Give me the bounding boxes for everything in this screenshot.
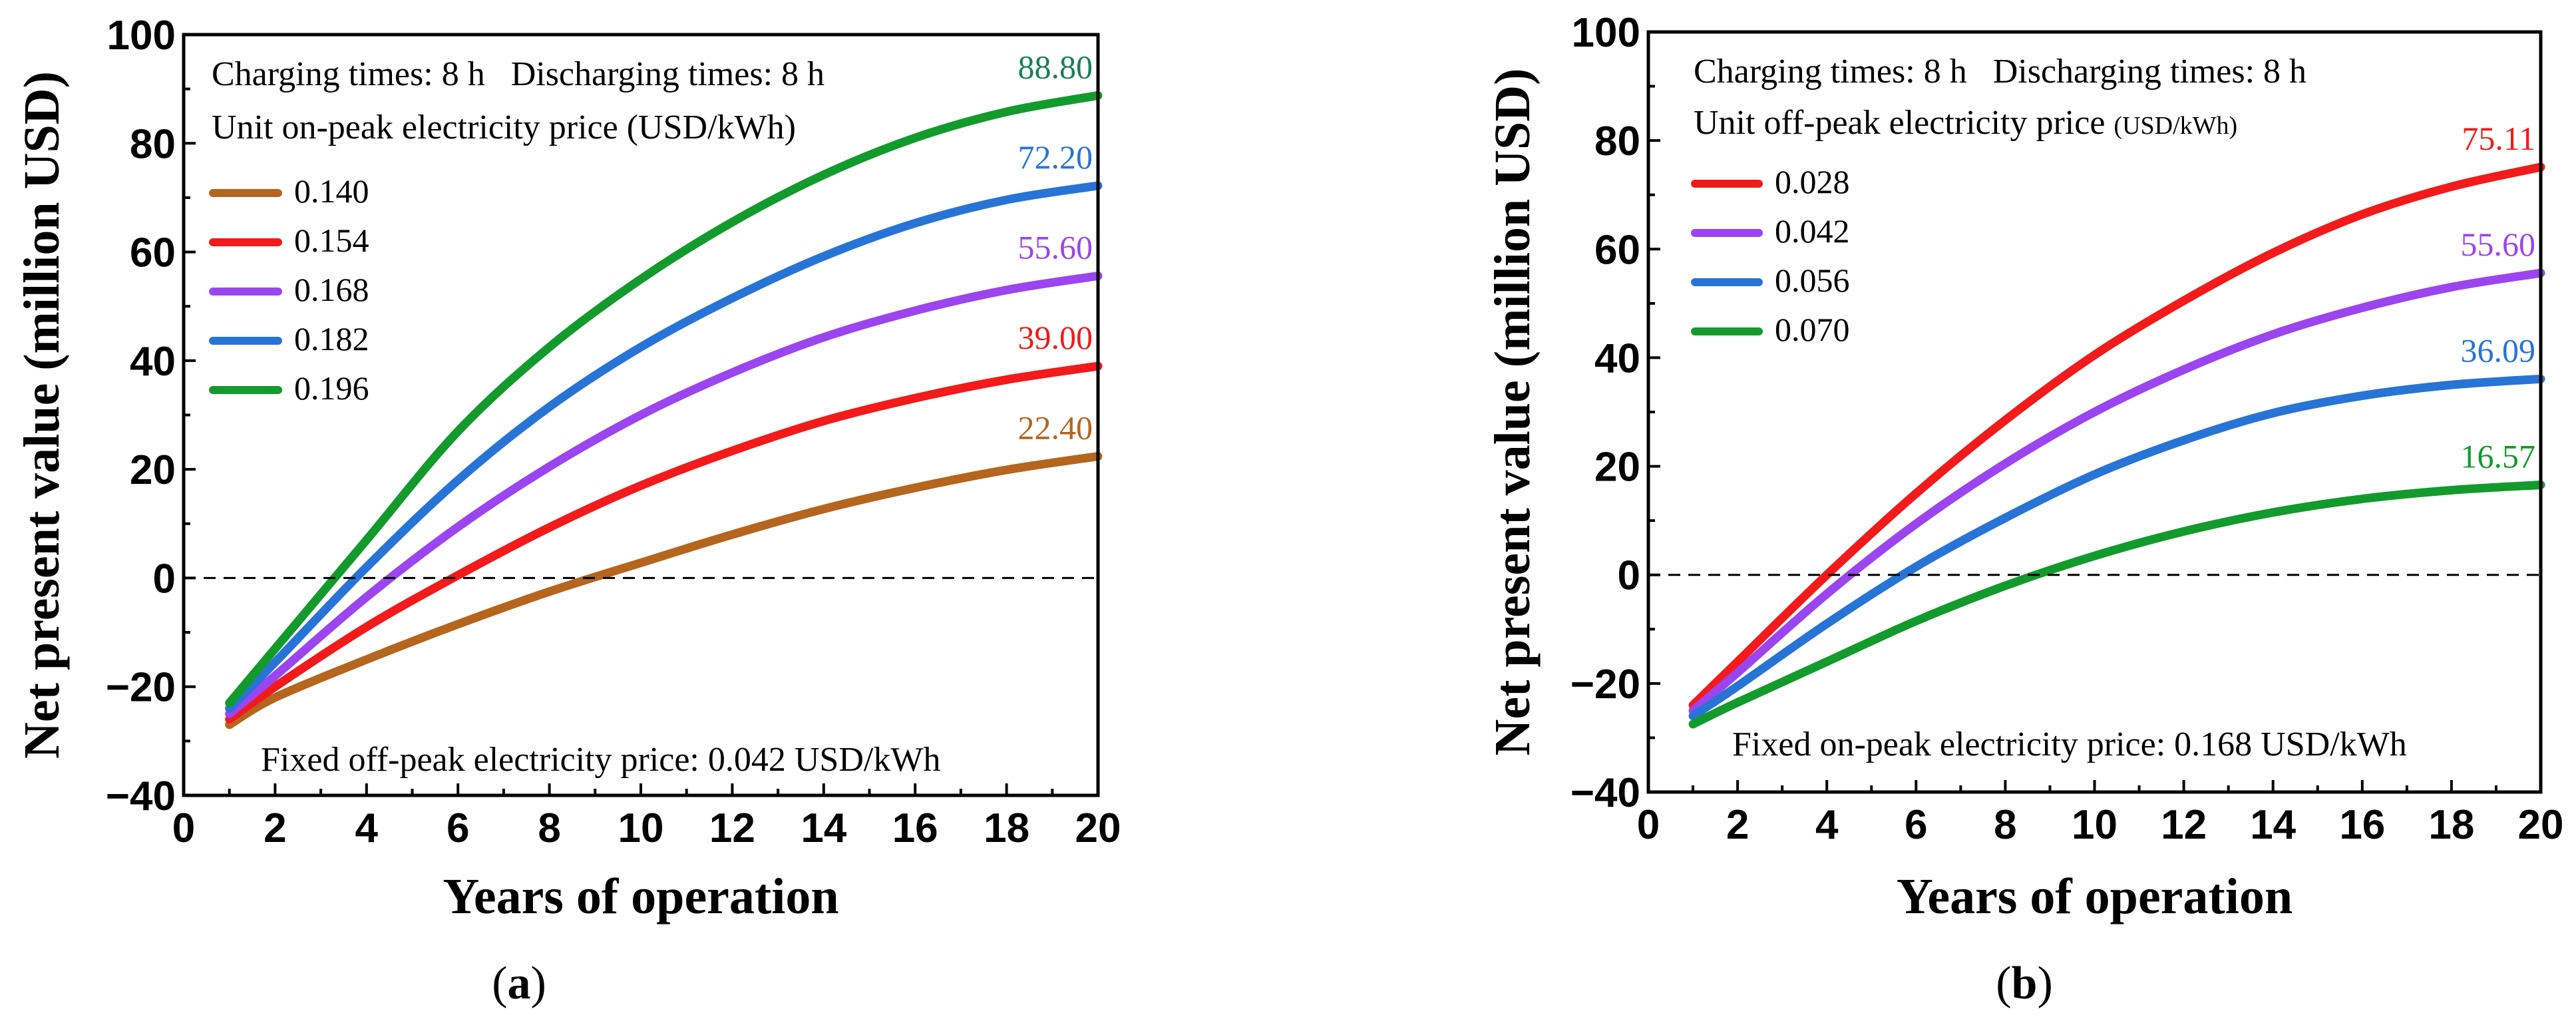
x-tick-label: 14: [801, 805, 846, 851]
x-ticks-b: 0 2 4 6 8 10 12 14 16 18 20: [1637, 780, 2564, 848]
annotation-charging-a: Charging times: 8 h Discharging times: 8…: [212, 55, 825, 93]
legend-label-0.070: 0.070: [1775, 311, 1850, 348]
y-ticks-a: −40 −20 0 20 40 60 80 100: [106, 13, 196, 819]
panel-b: 0 2 4 6 8 10 12 14 16 18 20 −40 −20 0 20 40 60 80 100 Cha…: [1485, 10, 2563, 1009]
series-line-0.154: [225, 361, 1103, 724]
panel-label-letter-a: a: [508, 958, 531, 1009]
end-labels-a: 22.40 39.00 55.60 72.20 88.80: [1018, 48, 1093, 446]
legend-title-main-b: Unit off-peak electricity price: [1694, 104, 2114, 142]
annotation-fixed-price-b: Fixed on-peak electricity price: 0.168 U…: [1732, 725, 2407, 763]
series-line-0.140: [225, 452, 1103, 729]
end-label-0.042: 55.60: [2461, 226, 2536, 263]
legend-a: 0.140 0.154 0.168 0.182 0.196: [209, 172, 369, 407]
end-label-0.070: 16.57: [2461, 438, 2536, 475]
end-labels-b: 75.11 55.60 36.09 16.57: [2461, 120, 2536, 475]
x-ticks-a: 0 2 4 6 8 10 12 14 16 18 20: [172, 783, 1121, 851]
y-tick-label: 80: [130, 121, 176, 167]
x-tick-label: 20: [2518, 802, 2564, 848]
series-group-b: [1688, 162, 2545, 729]
panel-label-b: (b): [1996, 958, 2053, 1009]
x-tick-label: 0: [1637, 802, 1660, 848]
y-axis-title-b: Net present value (million USD): [1485, 69, 1541, 756]
legend-label-0.182: 0.182: [294, 320, 369, 357]
x-tick-label: 8: [538, 805, 560, 851]
y-tick-label: 100: [1572, 10, 1640, 56]
panel-label-a: (a): [492, 958, 546, 1009]
y-tick-label: 20: [130, 447, 176, 493]
end-label-0.154: 39.00: [1018, 319, 1093, 356]
series-line-0.182: [225, 181, 1103, 713]
legend-label-0.056: 0.056: [1775, 262, 1850, 299]
y-tick-label: −20: [1570, 662, 1640, 708]
series-line-0.028: [1688, 162, 2545, 710]
x-tick-label: 12: [2161, 802, 2207, 848]
x-tick-label: 2: [264, 805, 286, 851]
x-axis-title-a: Years of operation: [443, 869, 838, 924]
x-tick-label: 14: [2250, 802, 2296, 848]
y-tick-label: 60: [1594, 227, 1640, 273]
legend-title-a: Unit on-peak electricity price (USD/kWh): [212, 108, 796, 146]
y-axis-title-a: Net present value (million USD): [14, 71, 70, 759]
x-tick-label: 10: [2072, 802, 2117, 848]
y-tick-label: 0: [153, 556, 176, 602]
y-ticks-b: −40 −20 0 20 40 60 80 100: [1570, 10, 1660, 816]
end-label-0.182: 72.20: [1018, 138, 1093, 176]
series-line-0.196: [225, 91, 1103, 708]
series-line-0.070: [1688, 481, 2545, 729]
end-label-0.056: 36.09: [2461, 331, 2536, 369]
x-tick-label: 4: [1815, 802, 1839, 848]
end-label-0.168: 55.60: [1018, 228, 1093, 266]
panel-label-letter-b: b: [2012, 958, 2038, 1009]
series-line-0.042: [1688, 268, 2545, 715]
x-tick-label: 16: [892, 805, 938, 851]
x-tick-label: 18: [2428, 802, 2474, 848]
series-group-a: [225, 91, 1103, 729]
y-tick-label: −40: [1570, 770, 1640, 816]
legend-title-main-a: Unit on-peak electricity price: [212, 108, 627, 146]
x-tick-label: 6: [1905, 802, 1927, 848]
legend-title-unit-b: (USD/kWh): [2114, 112, 2237, 140]
x-tick-label: 20: [1075, 805, 1121, 851]
x-tick-label: 12: [709, 805, 755, 851]
y-tick-label: −20: [106, 665, 176, 711]
annotation-charging-b: Charging times: 8 h Discharging times: 8…: [1694, 53, 2306, 91]
x-tick-label: 8: [1994, 802, 2016, 848]
x-axis-title-b: Years of operation: [1897, 869, 2293, 924]
end-label-0.196: 88.80: [1018, 48, 1093, 85]
series-line-0.168: [225, 271, 1103, 719]
end-label-0.028: 75.11: [2462, 120, 2535, 157]
y-tick-label: 0: [1618, 553, 1640, 599]
x-tick-label: 2: [1726, 802, 1749, 848]
y-tick-label: 80: [1594, 118, 1640, 164]
annotation-fixed-price-a: Fixed off-peak electricity price: 0.042 …: [261, 741, 940, 779]
legend-b: 0.028 0.042 0.056 0.070: [1691, 163, 1850, 348]
legend-title-b: Unit off-peak electricity price (USD/kWh…: [1694, 104, 2237, 142]
legend-label-0.140: 0.140: [294, 172, 369, 210]
y-tick-label: 60: [130, 230, 176, 276]
y-tick-label: 100: [107, 13, 176, 59]
x-tick-label: 4: [355, 805, 379, 851]
legend-label-0.196: 0.196: [294, 369, 369, 407]
legend-title-unit-a: (USD/kWh): [627, 108, 796, 146]
x-tick-label: 16: [2339, 802, 2385, 848]
legend-label-0.042: 0.042: [1775, 212, 1850, 250]
legend-label-0.154: 0.154: [294, 222, 369, 259]
panel-a: 0 2 4 6 8 10 12 14 16 18 20 −40 −20 0 20 40 60 80 100 Cha…: [14, 13, 1121, 1009]
x-tick-label: 18: [984, 805, 1029, 851]
y-tick-label: 40: [130, 339, 176, 385]
y-tick-label: 40: [1594, 335, 1640, 381]
legend-label-0.168: 0.168: [294, 271, 369, 308]
x-tick-label: 10: [618, 805, 664, 851]
x-tick-label: 6: [447, 805, 469, 851]
end-label-0.140: 22.40: [1018, 409, 1093, 447]
y-tick-label: −40: [106, 773, 176, 819]
x-tick-label: 0: [172, 805, 195, 851]
legend-label-0.028: 0.028: [1775, 163, 1850, 200]
series-line-0.056: [1688, 374, 2545, 721]
y-tick-label: 20: [1594, 445, 1640, 491]
